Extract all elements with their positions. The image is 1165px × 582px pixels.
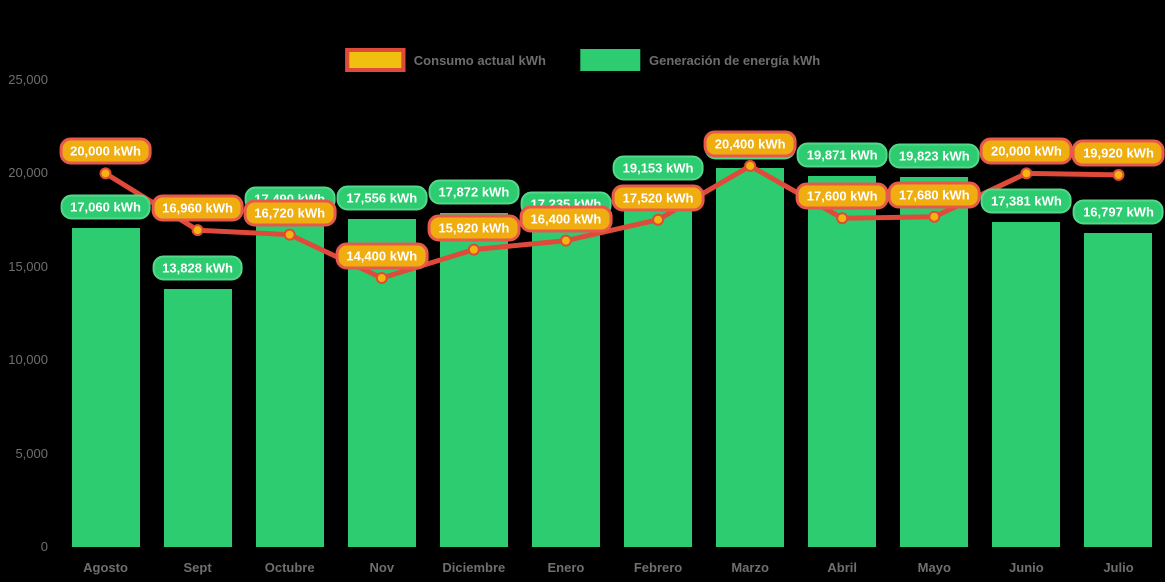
consumption-data-point[interactable] <box>375 272 388 285</box>
x-axis-month-label: Abril <box>827 560 858 575</box>
y-axis-tick-label: 25,000 <box>8 72 48 87</box>
consumption-data-point[interactable] <box>283 228 296 241</box>
generation-bar[interactable] <box>531 225 600 547</box>
x-axis-month-label: Marzo <box>731 560 769 575</box>
x-axis-month-label: Febrero <box>633 560 683 575</box>
generation-value-label: 19,823 kWh <box>888 143 980 169</box>
consumption-value-label: 17,520 kWh <box>611 184 705 212</box>
generation-bar[interactable] <box>624 189 693 547</box>
consumption-data-point[interactable] <box>1020 167 1033 180</box>
x-axis-month-label: Enero <box>547 560 585 575</box>
x-axis-month-label: Nov <box>369 560 395 575</box>
generation-value-label: 17,381 kWh <box>980 188 1072 214</box>
legend-item-consumption[interactable]: Consumo actual kWh <box>344 48 546 72</box>
consumption-value-label: 20,400 kWh <box>703 130 797 158</box>
consumption-value-label: 17,680 kWh <box>887 181 981 209</box>
consumption-value-label: 16,720 kWh <box>243 199 337 227</box>
x-axis-month-label: Julio <box>1103 560 1134 575</box>
x-axis-month-label: Agosto <box>83 560 128 575</box>
generation-bar[interactable] <box>163 288 232 547</box>
y-axis-tick-label: 5,000 <box>15 445 48 461</box>
consumption-data-point[interactable] <box>652 213 665 226</box>
generation-value-label: 19,871 kWh <box>796 142 888 168</box>
y-axis-tick-label: 15,000 <box>8 258 48 274</box>
x-axis-month-label: Mayo <box>917 560 951 575</box>
generation-value-label: 17,872 kWh <box>428 179 520 205</box>
x-axis-month-label: Sept <box>183 560 212 575</box>
generation-bar[interactable] <box>439 213 508 547</box>
consumption-data-point[interactable] <box>559 234 572 247</box>
consumption-data-point[interactable] <box>191 224 204 237</box>
consumption-data-point[interactable] <box>1112 168 1125 181</box>
consumption-data-point[interactable] <box>744 159 757 172</box>
consumption-data-point[interactable] <box>928 210 941 223</box>
consumption-value-label: 16,960 kWh <box>151 194 244 222</box>
consumption-swatch-icon <box>344 48 405 72</box>
consumption-value-label: 20,000 kWh <box>59 137 152 165</box>
generation-bar[interactable] <box>900 176 969 547</box>
legend-item-generation[interactable]: Generación de energía kWh <box>579 49 821 71</box>
consumption-value-label: 20,000 kWh <box>979 137 1073 165</box>
consumption-value-label: 14,400 kWh <box>335 242 429 270</box>
x-axis-month-label: Junio <box>1009 560 1044 575</box>
y-axis-tick-label: 10,000 <box>8 352 48 368</box>
y-axis-tick-label: 0 <box>40 539 48 554</box>
y-axis-tick-label: 20,000 <box>8 165 48 181</box>
generation-value-label: 19,153 kWh <box>612 155 704 181</box>
chart-legend: Consumo actual kWh Generación de energía… <box>344 48 821 72</box>
generation-bar[interactable] <box>716 167 785 547</box>
generation-bar[interactable] <box>71 228 140 547</box>
consumption-value-label: 16,400 kWh <box>519 205 613 233</box>
generation-value-label: 13,828 kWh <box>152 255 243 281</box>
consumption-data-point[interactable] <box>99 167 112 180</box>
generation-value-label: 17,060 kWh <box>60 194 151 220</box>
consumption-data-point[interactable] <box>467 243 480 256</box>
generation-value-label: 16,797 kWh <box>1073 199 1164 225</box>
x-axis-month-label: Octubre <box>264 560 315 575</box>
generation-bar[interactable] <box>992 222 1061 547</box>
consumption-value-label: 15,920 kWh <box>427 214 521 242</box>
consumption-value-label: 19,920 kWh <box>1072 139 1165 167</box>
consumption-value-label: 17,600 kWh <box>795 182 889 210</box>
consumption-line <box>104 163 1119 281</box>
generation-swatch-icon <box>579 49 640 71</box>
legend-generation-label: Generación de energía kWh <box>648 52 821 68</box>
consumption-data-point[interactable] <box>836 212 849 225</box>
x-axis-month-label: Diciembre <box>442 560 506 575</box>
generation-value-label: 17,556 kWh <box>336 185 428 211</box>
generation-bar[interactable] <box>1084 233 1153 547</box>
generation-bar[interactable] <box>255 220 324 547</box>
generation-bar[interactable] <box>808 175 877 547</box>
legend-consumption-label: Consumo actual kWh <box>413 52 546 68</box>
